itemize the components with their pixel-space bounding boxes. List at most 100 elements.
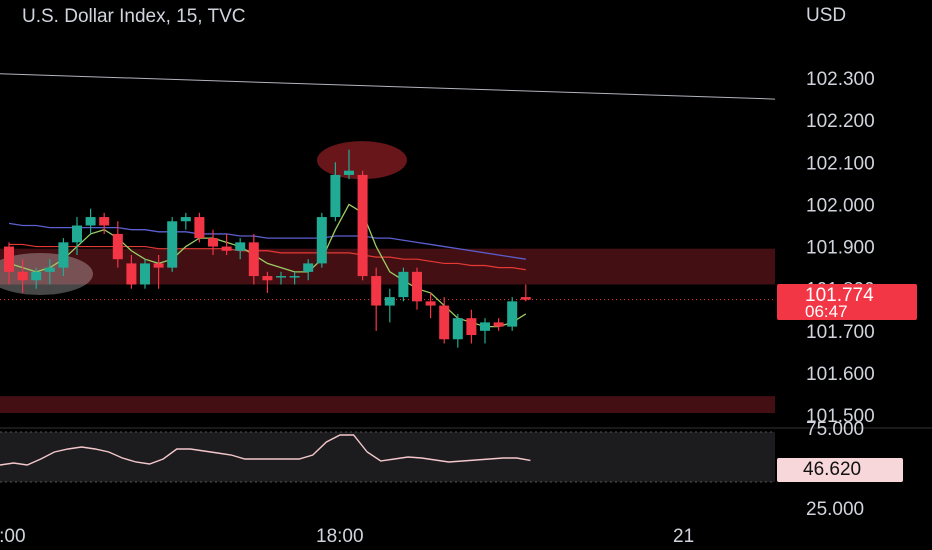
candle-30 <box>412 267 422 310</box>
highlight-layer <box>0 141 407 295</box>
candle-1 <box>17 259 28 293</box>
candle-body <box>72 225 82 243</box>
candle-2 <box>31 267 42 289</box>
candle-7 <box>99 212 110 234</box>
rsi-value: 46.620 <box>803 459 862 480</box>
trendline <box>0 73 776 100</box>
candle-body <box>4 246 14 272</box>
candle-body <box>44 267 55 272</box>
price-tick-label: 101.600 <box>806 364 875 385</box>
candle-15 <box>208 229 218 255</box>
candle-36 <box>493 318 504 331</box>
price-tick-label: 102.200 <box>806 111 875 132</box>
candle-31 <box>425 292 436 319</box>
candle-27 <box>371 267 382 331</box>
candle-6 <box>85 208 96 234</box>
highlight-circle-left <box>0 252 93 295</box>
candle-body <box>439 305 450 340</box>
candle-38 <box>520 284 531 302</box>
candle-body <box>85 217 96 226</box>
candle-35 <box>480 318 490 344</box>
candle-5 <box>72 217 82 255</box>
price-tick-label: 102.300 <box>806 69 875 90</box>
candle-18 <box>248 233 259 285</box>
candle-body <box>316 217 327 264</box>
candle-34 <box>466 309 477 344</box>
candle-body <box>507 301 518 327</box>
indicator-tick-label: 75.000 <box>806 419 864 440</box>
moving-average-layer <box>8 203 527 328</box>
candle-body <box>262 276 273 281</box>
candle-26 <box>357 170 368 281</box>
candle-10 <box>140 259 150 289</box>
candle-body <box>344 170 354 175</box>
candle-23 <box>316 212 327 268</box>
rsi-value-badge: 46.620 <box>777 458 903 482</box>
ma-fast-line <box>8 203 527 328</box>
rsi-pane <box>0 427 932 483</box>
candle-body <box>276 276 286 278</box>
candle-37 <box>507 297 518 331</box>
candle-13 <box>180 212 191 230</box>
candle-11 <box>153 254 164 289</box>
candle-body <box>180 217 191 222</box>
candle-body <box>31 271 42 281</box>
candle-0 <box>4 242 14 285</box>
candle-body <box>425 301 436 306</box>
candle-body <box>466 318 477 336</box>
candle-12 <box>167 217 178 272</box>
candle-3 <box>44 259 55 285</box>
time-tick-label: 18:00 <box>316 526 364 547</box>
candle-body <box>112 233 123 260</box>
candle-body <box>208 238 218 247</box>
candle-body <box>452 318 463 340</box>
candle-body <box>194 217 205 239</box>
candle-25 <box>344 149 354 180</box>
candle-19 <box>262 271 273 293</box>
indicator-tick-label: 25.000 <box>806 499 864 520</box>
candle-body <box>167 221 178 268</box>
candle-body <box>357 174 368 277</box>
price-tick-label: 102.000 <box>806 195 875 216</box>
symbol-title[interactable]: U.S. Dollar Index, 15, TVC <box>22 6 246 27</box>
candle-body <box>248 242 259 277</box>
time-tick-label: 12:00 <box>0 526 26 547</box>
supply-zone-1 <box>0 396 775 414</box>
candle-body <box>140 263 150 285</box>
candle-4 <box>58 238 69 277</box>
candle-body <box>493 322 504 327</box>
ma-red-line <box>9 243 526 271</box>
candle-body <box>235 242 246 251</box>
candle-body <box>99 217 110 226</box>
ma-slow-line <box>8 222 526 260</box>
currency-label: USD <box>806 5 846 26</box>
candle-body <box>289 276 300 278</box>
candle-body <box>520 297 531 300</box>
candle-16 <box>221 233 232 255</box>
highlight-circle-top <box>317 141 407 180</box>
price-tick-label: 102.100 <box>806 153 875 174</box>
candle-body <box>480 322 490 331</box>
candle-21 <box>289 271 300 285</box>
last-price-value: 101.774 <box>805 285 874 306</box>
candle-32 <box>439 297 450 344</box>
time-axis[interactable]: 12:00 18:00 21 <box>0 526 694 547</box>
candle-body <box>371 276 382 306</box>
zones-layer <box>0 248 775 414</box>
price-tick-label: 101.500 <box>806 406 875 427</box>
candle-layer <box>4 149 531 348</box>
candle-33 <box>452 313 463 348</box>
trendline-layer <box>0 73 776 100</box>
candle-body <box>153 263 164 268</box>
candle-body <box>17 271 28 281</box>
candle-29 <box>398 267 409 302</box>
price-tick-label: 101.900 <box>806 238 875 259</box>
rsi-line <box>0 434 531 466</box>
candle-body <box>384 297 395 306</box>
candle-body <box>412 271 422 302</box>
candle-body <box>126 263 137 285</box>
price-tick-label: 101.700 <box>806 322 875 343</box>
candle-9 <box>126 254 137 289</box>
candle-body <box>330 174 341 218</box>
